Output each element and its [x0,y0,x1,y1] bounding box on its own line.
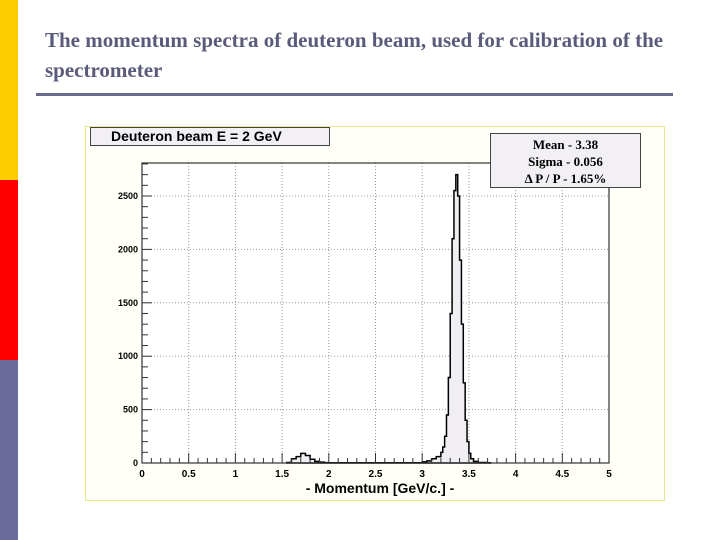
svg-text:500: 500 [123,405,138,415]
x-axis-label: - Momentum [GeV/c.] - [305,480,455,496]
svg-text:1000: 1000 [118,351,138,361]
accent-bar-red [0,180,18,360]
accent-bar-blue [0,360,18,540]
stat-mean: Mean - 3.38 [532,137,599,152]
svg-text:4: 4 [513,469,519,480]
stats-box: Mean - 3.38 Sigma - 0.056 Δ P / P - 1.65… [490,133,641,188]
slide-title: The momentum spectra of deuteron beam, u… [45,28,664,82]
title-divider [36,93,673,96]
stat-sigma: Sigma - 0.056 [528,154,603,169]
svg-text:0: 0 [139,469,145,480]
svg-text:4.5: 4.5 [555,469,569,480]
svg-text:1.5: 1.5 [275,469,289,480]
svg-text:2: 2 [326,469,332,480]
svg-text:2500: 2500 [118,191,138,201]
chart-title: Deuteron beam E = 2 GeV [90,127,330,146]
svg-text:1500: 1500 [118,298,138,308]
svg-text:0: 0 [133,458,138,468]
svg-text:1: 1 [233,469,239,480]
stat-resolution: Δ P / P - 1.65% [524,171,607,186]
svg-text:2000: 2000 [118,244,138,254]
svg-text:5: 5 [606,469,612,480]
svg-text:2.5: 2.5 [369,469,383,480]
accent-bar-yellow [0,0,18,180]
svg-text:3: 3 [419,469,425,480]
svg-text:0.5: 0.5 [182,469,196,480]
svg-text:3.5: 3.5 [462,469,476,480]
